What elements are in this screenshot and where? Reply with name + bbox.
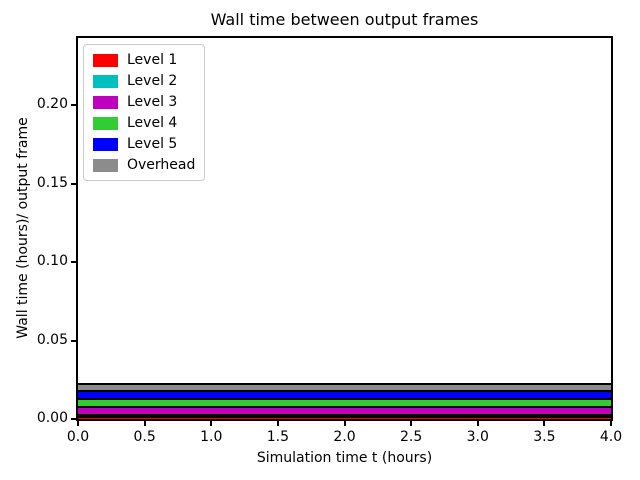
legend-swatch-icon	[93, 137, 118, 151]
y-axis-label: Wall time (hours)/ output frame	[15, 117, 31, 339]
x-tick-label: 1.0	[200, 429, 223, 445]
legend-item: Level 1	[93, 52, 195, 68]
x-tick-label: 3.5	[533, 429, 556, 445]
stacked-area-bands	[78, 38, 611, 419]
legend-item: Level 5	[93, 136, 195, 152]
y-tick-label: 0.20	[36, 96, 68, 113]
legend-swatch-icon	[93, 74, 118, 88]
x-tick-label: 2.5	[399, 429, 423, 445]
x-tick-mark	[143, 421, 146, 426]
legend-item: Level 2	[93, 73, 195, 89]
y-tick-mark	[71, 261, 76, 264]
area-band-level-2	[78, 414, 611, 417]
legend-label: Level 1	[127, 52, 178, 68]
x-tick-label: 2.0	[333, 429, 356, 445]
legend-swatch-icon	[93, 158, 118, 172]
x-tick-mark	[210, 421, 213, 426]
chart-title: Wall time between output frames	[210, 10, 479, 29]
y-tick-mark	[71, 418, 76, 420]
x-tick-mark	[77, 421, 79, 426]
area-band-level-5	[78, 390, 611, 399]
x-tick-label: 0.0	[66, 429, 90, 445]
legend: Level 1 Level 2 Level 3 Level 4 Level 5 Overh…	[83, 44, 206, 181]
y-tick-label: 0.05	[36, 331, 68, 348]
x-tick-label: 0.5	[133, 429, 156, 445]
plot-area: Level 1 Level 2 Level 3 Level 4 Level 5 Overh…	[76, 36, 613, 421]
area-band-level-3	[78, 406, 611, 415]
y-tick-mark	[71, 339, 76, 342]
x-tick-mark	[343, 421, 346, 426]
x-tick-label: 3.0	[466, 429, 489, 445]
x-tick-mark	[543, 421, 546, 426]
band-edge-line	[78, 397, 611, 400]
band-edge-line	[78, 389, 611, 392]
y-tick-label: 0.15	[36, 174, 68, 191]
legend-swatch-icon	[93, 53, 118, 67]
legend-swatch-icon	[93, 116, 118, 130]
legend-label: Level 5	[127, 136, 178, 152]
band-edge-line	[78, 413, 611, 416]
legend-item: Level 3	[93, 94, 195, 110]
y-tick-label: 0.10	[36, 253, 68, 270]
legend-item: Level 4	[93, 115, 195, 131]
band-edge-line	[78, 415, 611, 418]
x-tick-label: 4.0	[599, 429, 623, 445]
legend-label: Level 2	[127, 73, 178, 89]
area-band-overhead	[78, 383, 611, 391]
legend-swatch-icon	[93, 95, 118, 109]
legend-item: Overhead	[93, 157, 195, 173]
x-axis-label: Simulation time t (hours)	[256, 450, 433, 466]
y-tick-mark	[71, 182, 76, 185]
area-band-level-4	[78, 398, 611, 407]
x-tick-label: 1.5	[266, 429, 289, 445]
x-tick-mark	[276, 421, 279, 426]
y-tick-label: 0.00	[36, 410, 68, 426]
y-tick-mark	[71, 104, 76, 107]
area-band-level-1	[78, 416, 611, 419]
x-tick-mark	[610, 421, 612, 426]
x-tick-mark	[410, 421, 413, 426]
legend-label: Overhead	[127, 157, 196, 173]
band-edge-line	[78, 382, 611, 385]
legend-label: Level 3	[127, 94, 178, 110]
band-edge-line	[78, 405, 611, 408]
legend-label: Level 4	[127, 115, 178, 131]
x-tick-mark	[476, 421, 479, 426]
